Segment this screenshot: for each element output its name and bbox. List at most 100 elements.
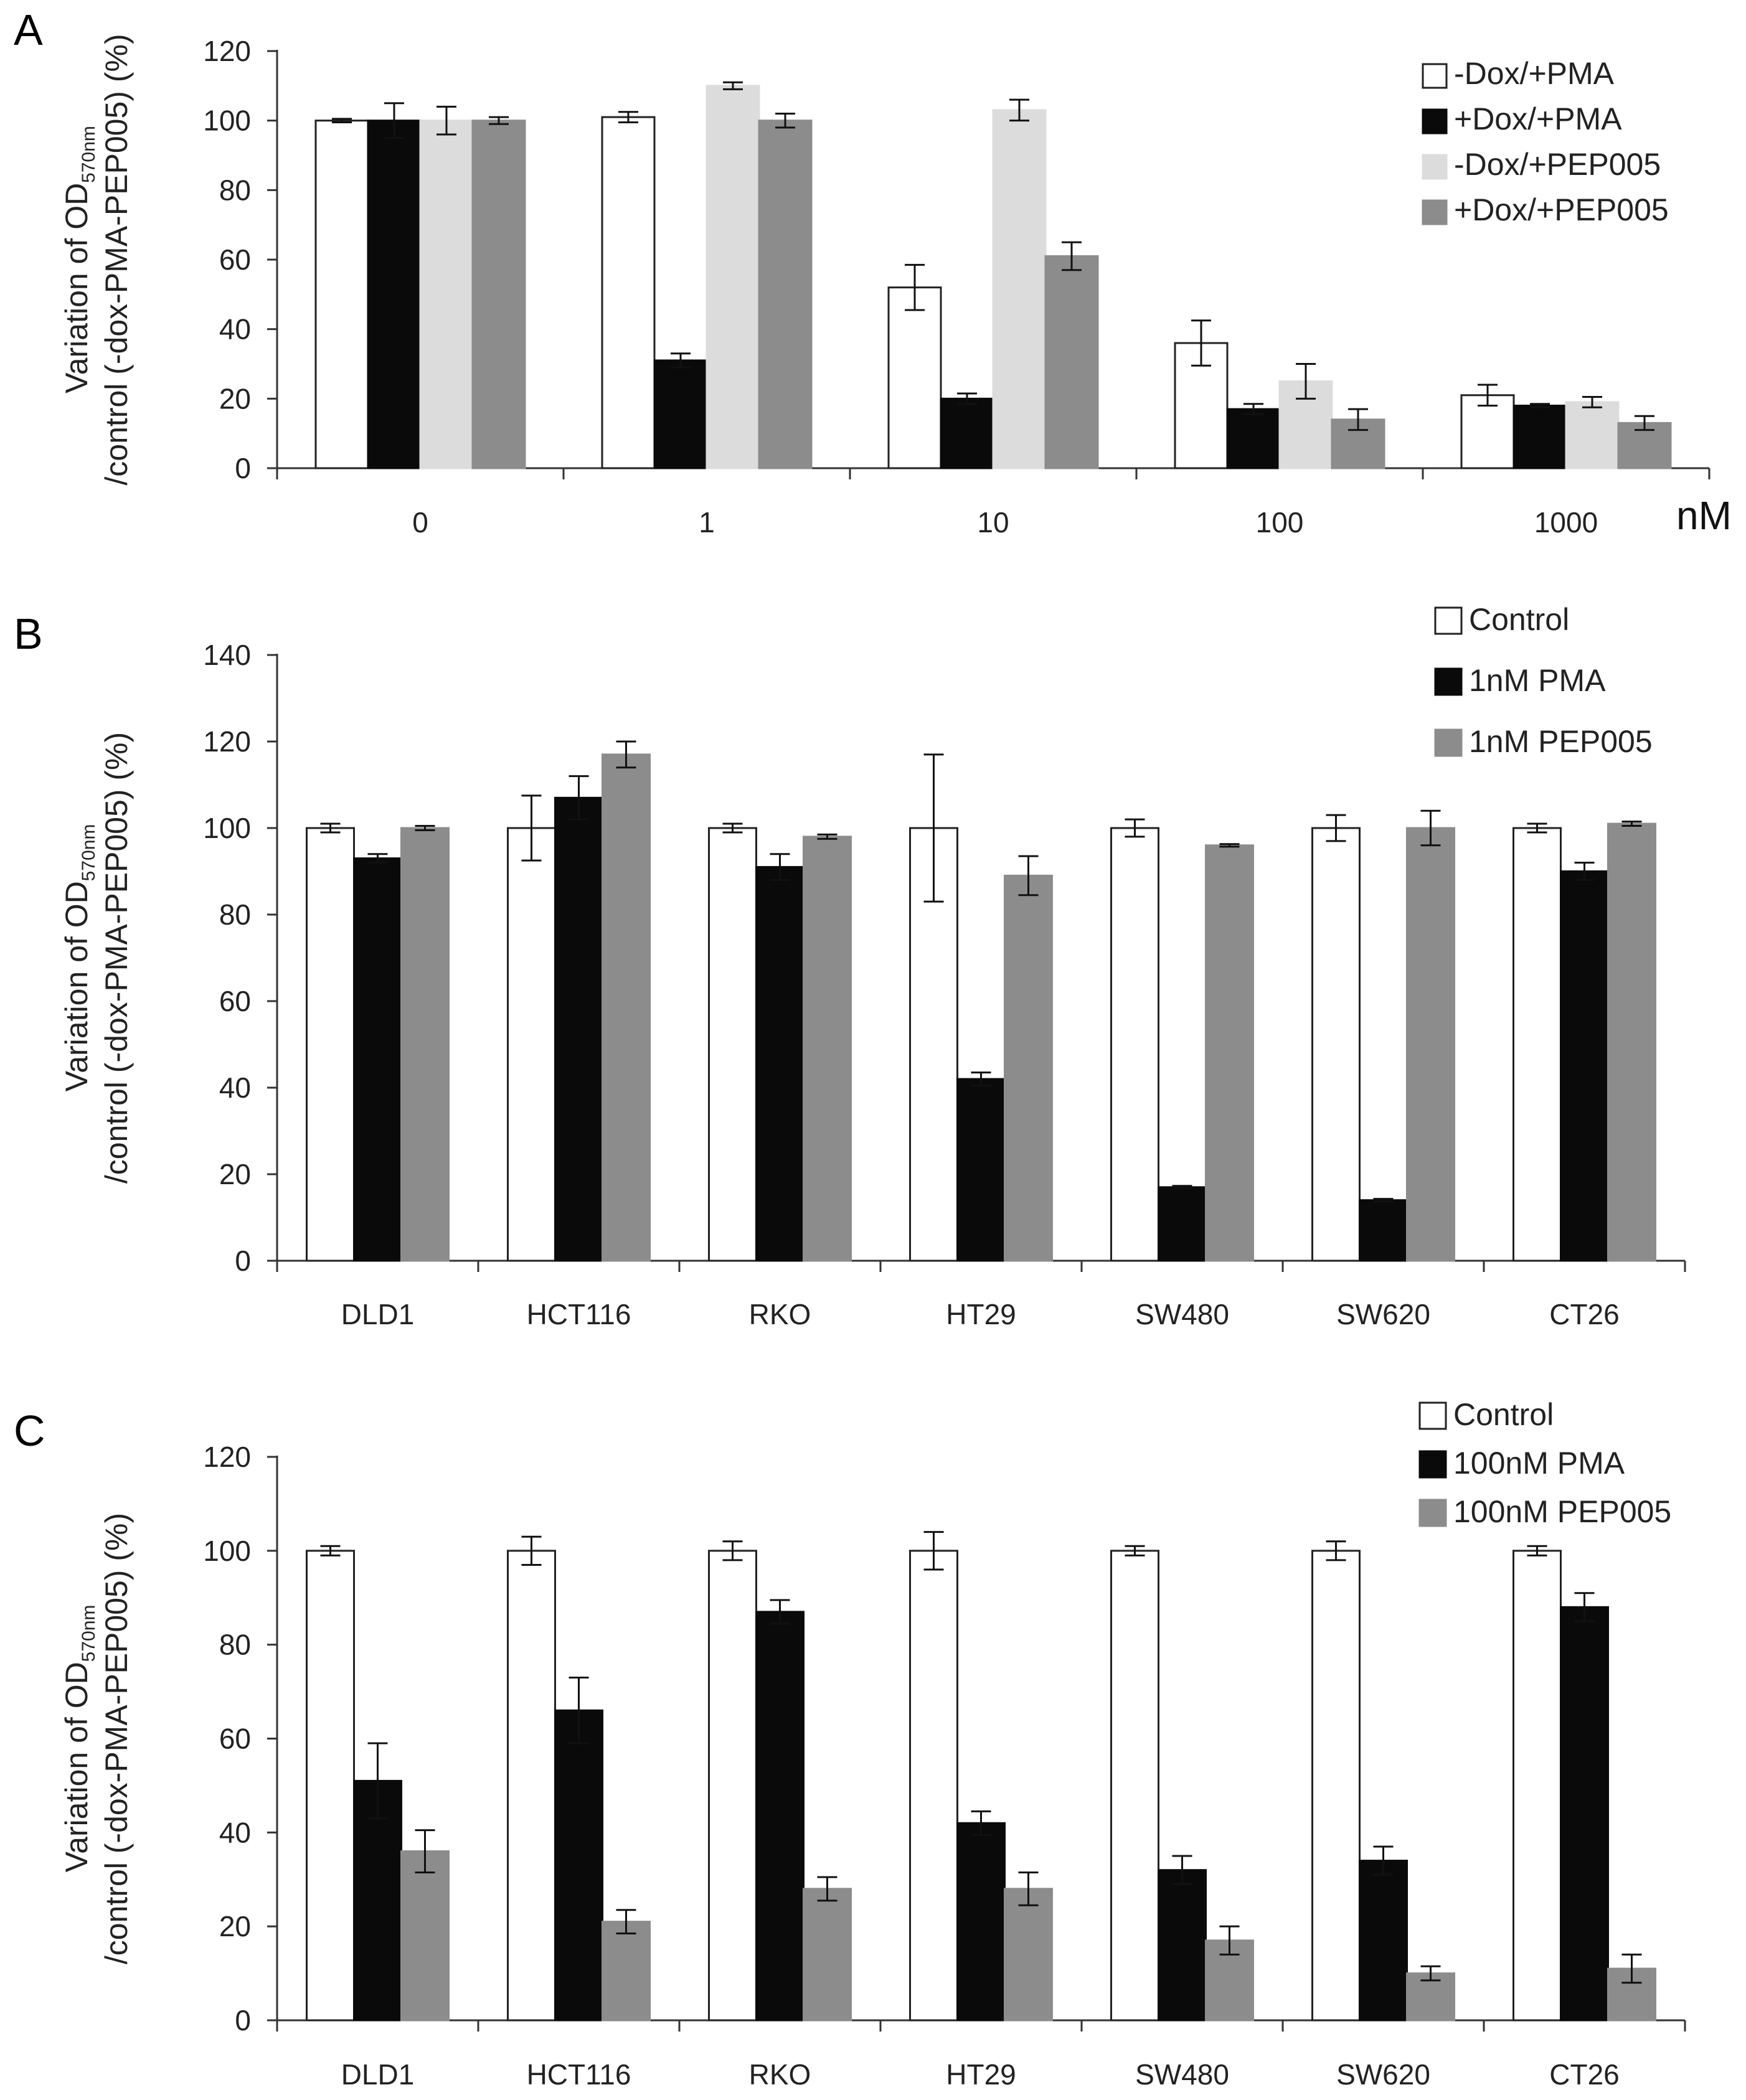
bar-100nm-pep005-ht29 (1004, 1888, 1053, 2022)
x-tick-label: HT29 (946, 1298, 1016, 1330)
bar-100nm-pma-ht29 (956, 1822, 1006, 2022)
bar-control-ct26 (1512, 1550, 1562, 2022)
y-axis-label: Variation of OD570nm/control (-dox-PMA-P… (59, 732, 134, 1184)
error-bar (957, 392, 977, 405)
error-bar (1172, 1185, 1192, 1190)
panel-letter: C (14, 1406, 45, 1455)
error-bar (770, 853, 790, 881)
chart-panel-a: A 0 20 40 60 80 100 120 0 1 10 100 1000 nM Variation o… (14, 6, 1732, 539)
bar-100nm-pma-sw480 (1158, 1869, 1207, 2022)
legend-entry: 1nM PEP005 (1469, 724, 1653, 759)
error-bar (616, 1909, 636, 1934)
legend-entry: -Dox/+PEP005 (1454, 147, 1661, 182)
y-tick-label: 40 (219, 1816, 251, 1848)
legend-entry: Control (1469, 602, 1569, 637)
y-tick-label: 0 (235, 452, 251, 484)
x-tick-label: DLD1 (341, 2058, 415, 2091)
legend-swatch (1434, 728, 1463, 757)
bar-control-rko (708, 827, 757, 1262)
error-bar (320, 822, 341, 834)
bar-1nm-pep005-sw620 (1406, 827, 1455, 1262)
y-axis-label-subscript: 570nm (78, 824, 99, 882)
bar-1nm-pma-ct26 (1560, 870, 1609, 1262)
error-bar (1219, 843, 1240, 848)
bar--dox-pep005-10 (1044, 255, 1099, 469)
bar--dox-pep005-1 (758, 120, 813, 469)
error-bar (569, 775, 589, 821)
x-tick-label: SW480 (1135, 1298, 1229, 1330)
y-tick-label: 20 (219, 382, 251, 415)
bar-1nm-pep005-ht29 (1004, 874, 1053, 1262)
error-bar (618, 111, 638, 123)
y-axis-label-line2: /control (-dox-PMA-PEP005) (%) (99, 1513, 134, 1964)
error-bar (1621, 821, 1642, 827)
error-bar (971, 1810, 991, 1836)
bar-100nm-pep005-hct116 (602, 1921, 651, 2022)
y-axis-label-line1: Variation of OD (59, 1662, 94, 1872)
legend-swatch (1418, 1450, 1447, 1479)
panel-letter: B (14, 610, 43, 658)
error-bar (332, 118, 352, 123)
bar-control-sw480 (1110, 827, 1159, 1262)
bar--dox-pma-0 (314, 120, 369, 469)
bar-100nm-pep005-dld1 (400, 1850, 450, 2022)
bar-control-sw620 (1311, 827, 1361, 1262)
bar--dox-pep005-1000 (1565, 401, 1620, 469)
legend-swatch (1434, 606, 1463, 635)
error-bar (817, 1876, 838, 1902)
bar-1nm-pma-hct116 (554, 796, 603, 1262)
y-axis-label-line1: Variation of OD (59, 881, 94, 1091)
error-bar (1018, 855, 1039, 897)
bar--dox-pep005-1 (705, 85, 760, 469)
bar-1nm-pep005-sw480 (1205, 844, 1254, 1262)
chart-panel-c: C 0 20 40 60 80 100 120 DLD1 HCT116 RKO HT29 SW480 SW… (14, 1397, 1686, 2091)
bar-100nm-pma-rko (755, 1611, 805, 2022)
error-bar (1635, 415, 1654, 431)
error-bar (1621, 1953, 1642, 1984)
bar-100nm-pma-sw620 (1359, 1860, 1408, 2022)
legend-swatch (1422, 108, 1448, 134)
legend-swatch (1422, 199, 1448, 225)
x-tick-label: 0 (412, 506, 428, 539)
bar-1nm-pma-dld1 (353, 857, 402, 1262)
bar--dox-pep005-0 (471, 120, 526, 469)
y-axis-label-subscript: 570nm (78, 126, 99, 183)
error-bar (923, 1531, 944, 1571)
bar--dox-pma-100 (1226, 408, 1281, 469)
error-bar (1326, 814, 1346, 842)
legend-entry: -Dox/+PMA (1454, 56, 1615, 91)
legend-entry: 100nM PEP005 (1453, 1494, 1671, 1529)
error-bar (1172, 1855, 1192, 1885)
bar-control-sw620 (1311, 1550, 1361, 2022)
x-tick-label: RKO (749, 1298, 811, 1330)
legend: Control 100nM PMA 100nM PEP005 (1418, 1397, 1671, 1529)
error-bar (415, 1829, 435, 1873)
bar-100nm-pep005-rko (803, 1888, 852, 2022)
bar--dox-pma-10 (940, 397, 994, 469)
y-tick-label: 60 (219, 243, 251, 276)
legend-entry: 1nM PMA (1469, 663, 1606, 698)
error-bar (775, 113, 795, 129)
error-bar (1243, 403, 1263, 415)
y-tick-label: 20 (219, 1158, 251, 1190)
error-bar (320, 1545, 341, 1556)
error-bar (384, 102, 404, 139)
error-bar (1018, 1871, 1039, 1906)
x-tick-label: DLD1 (341, 1298, 415, 1330)
error-bar (1373, 1845, 1394, 1876)
error-bar (1478, 384, 1498, 407)
x-tick-label: SW480 (1135, 2058, 1229, 2091)
y-tick-label: 80 (219, 174, 251, 206)
bar--dox-pep005-10 (992, 109, 1047, 469)
error-bar (415, 825, 435, 831)
error-bar (1527, 1545, 1547, 1556)
bar-1nm-pep005-dld1 (400, 827, 450, 1262)
error-bar (367, 853, 388, 864)
y-tick-label: 100 (203, 105, 251, 137)
bar-control-hct116 (507, 1550, 556, 2022)
bar--dox-pma-1 (653, 359, 708, 469)
bar-1nm-pma-ht29 (956, 1078, 1006, 1262)
y-tick-label: 40 (219, 313, 251, 346)
error-bar (722, 1540, 743, 1561)
legend-swatch (1418, 1401, 1447, 1430)
